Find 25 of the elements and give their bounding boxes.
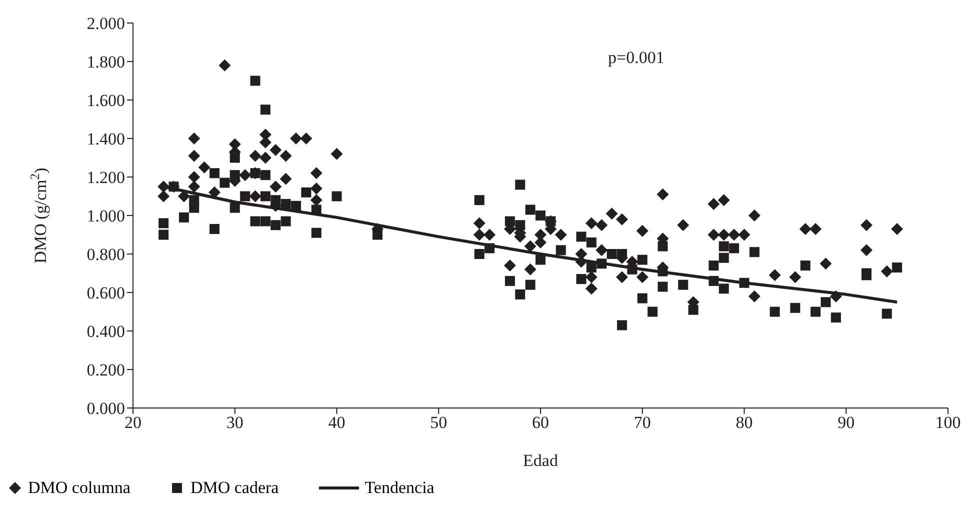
x-tick-label: 90: [838, 413, 855, 432]
x-tick-label: 60: [532, 413, 549, 432]
y-tick-label: 0.800: [86, 245, 125, 264]
y-tick-label: 1.000: [86, 206, 125, 226]
x-axis-title: Edad: [523, 451, 558, 470]
x-tick-label: 40: [328, 413, 346, 432]
y-tick-label: 1.400: [86, 130, 125, 149]
y-tick-label: 2.000: [86, 14, 125, 34]
y-tick-label: 0.200: [86, 360, 125, 380]
legend-label: DMO cadera: [190, 478, 279, 498]
y-tick-label: 1.200: [86, 168, 125, 188]
annotation: p=0.001: [608, 48, 664, 68]
y-tick-label: 0.000: [86, 399, 125, 418]
x-tick-label: 50: [430, 413, 448, 432]
legend-label: Tendencia: [364, 478, 434, 498]
x-tick-label: 70: [634, 413, 651, 432]
x-tick-label: 80: [736, 413, 753, 432]
x-tick-label: 20: [124, 413, 142, 432]
x-tick-label: 30: [226, 413, 244, 432]
y-tick-label: 0.400: [86, 322, 125, 342]
y-tick-label: 1.600: [86, 91, 125, 110]
y-tick-label: 0.600: [86, 284, 125, 303]
y-tick-label: 1.800: [86, 52, 125, 72]
x-tick-label: 100: [935, 413, 961, 432]
legend-label: DMO columna: [28, 478, 130, 498]
